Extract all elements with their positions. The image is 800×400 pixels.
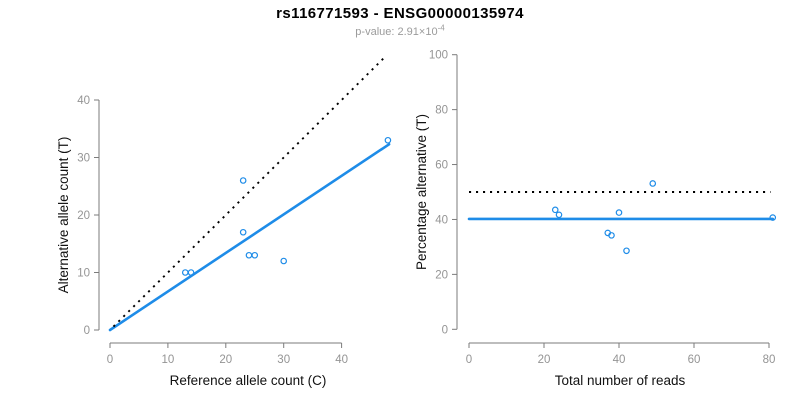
data-point — [384, 136, 392, 144]
data-point — [615, 209, 623, 216]
data-point — [239, 177, 247, 184]
x-tick-label: 0 — [466, 354, 472, 366]
x-tick-label: 20 — [219, 354, 232, 366]
y-tick-label: 20 — [435, 269, 448, 281]
y-tick-label: 0 — [442, 324, 448, 336]
x-tick-label: 60 — [688, 354, 701, 366]
x-tick-label: 10 — [162, 354, 175, 366]
figure-subtitle: p-value: 2.91×10-4 — [0, 23, 800, 38]
percentage-scatter: 0 20 40 60 80 100 0 20 40 60 80 Total number of rea… — [414, 50, 777, 388]
y-tick-label: 40 — [77, 95, 90, 107]
y-tick-label: 20 — [77, 210, 90, 222]
data-point — [239, 228, 247, 236]
x-tick-label: 40 — [613, 354, 626, 366]
data-point — [251, 251, 259, 259]
y-tick-label: 40 — [435, 214, 448, 226]
data-point — [623, 247, 630, 255]
x-tick-label: 30 — [277, 354, 290, 366]
x-axis-label: Total number of reads — [555, 373, 686, 388]
x-tick-label: 80 — [763, 354, 776, 366]
data-point — [280, 257, 288, 265]
x-tick-label: 20 — [538, 354, 551, 366]
y-tick-label: 30 — [77, 153, 90, 165]
fit-line — [108, 142, 391, 332]
x-tick-label: 0 — [107, 354, 113, 366]
data-point — [187, 269, 195, 276]
y-axis-label: Percentage alternative (T) — [414, 114, 429, 270]
x-tick-label: 40 — [335, 354, 348, 366]
data-point — [181, 269, 189, 276]
data-point — [769, 214, 777, 221]
p-value-text: p-value: 2.91×10 — [355, 26, 438, 38]
data-point — [245, 251, 253, 259]
x-axis-label: Reference allele count (C) — [170, 373, 327, 388]
y-tick-label: 60 — [435, 160, 448, 172]
y-tick-label: 100 — [429, 50, 448, 62]
data-point — [551, 206, 559, 214]
y-tick-label: 80 — [435, 105, 448, 117]
data-point — [649, 180, 657, 187]
y-tick-label: 0 — [84, 325, 90, 337]
allele-count-scatter: 0 10 20 30 40 0 10 20 30 40 Reference allele count… — [56, 55, 392, 388]
identity-line — [112, 55, 387, 328]
figure-title: rs116771593 - ENSG00000135974 — [276, 5, 524, 22]
data-point — [608, 232, 615, 239]
p-value-exponent: -4 — [437, 23, 445, 33]
y-axis-label: Alternative allele count (T) — [56, 137, 71, 294]
data-point — [555, 211, 563, 219]
y-tick-label: 10 — [77, 268, 90, 280]
